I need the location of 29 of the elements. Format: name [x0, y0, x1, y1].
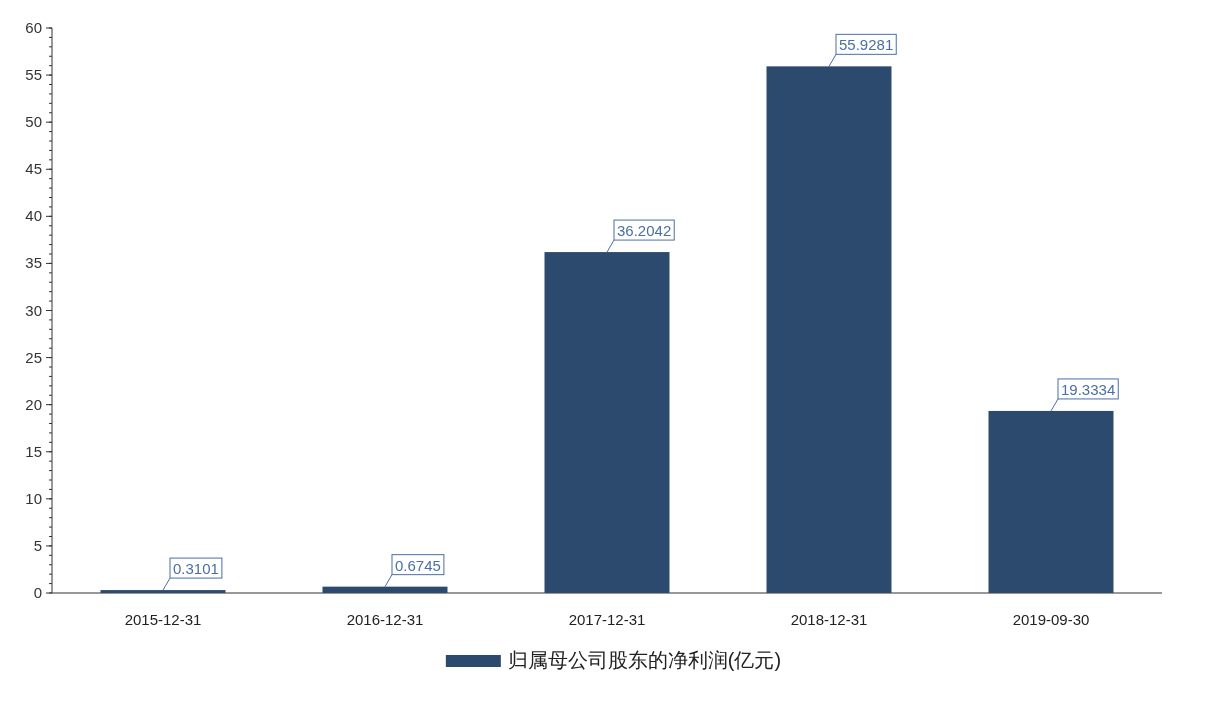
- bar: [100, 590, 226, 593]
- bar: [322, 586, 448, 593]
- x-tick-label: 2018-12-31: [790, 611, 868, 628]
- y-tick-label: 20: [25, 395, 42, 413]
- data-label: 0.6745: [395, 556, 441, 574]
- x-tick-label: 2016-12-31: [346, 611, 424, 628]
- bar: [988, 410, 1114, 593]
- y-tick-label: 40: [25, 207, 42, 225]
- x-tick-label: 2019-09-30: [1012, 611, 1090, 628]
- y-tick-label: 0: [33, 584, 42, 601]
- y-tick-label: 10: [25, 489, 42, 507]
- legend-label: 归属母公司股东的净利润(亿元): [507, 649, 782, 671]
- x-tick-label: 2015-12-31: [124, 611, 202, 628]
- y-tick-label: 15: [25, 442, 42, 460]
- y-tick-label: 35: [25, 254, 42, 272]
- y-tick-label: 50: [25, 113, 42, 131]
- y-tick-label: 60: [25, 19, 42, 36]
- data-label: 0.3101: [173, 560, 219, 578]
- y-tick-label: 30: [25, 301, 42, 319]
- data-label: 36.2042: [617, 222, 672, 240]
- y-tick-label: 45: [25, 160, 42, 178]
- data-label: 19.3334: [1061, 380, 1116, 398]
- data-label: 55.9281: [839, 36, 894, 54]
- y-tick-label: 25: [25, 348, 42, 366]
- y-tick-label: 5: [33, 536, 42, 554]
- y-tick-label: 55: [25, 66, 42, 84]
- x-tick-label: 2017-12-31: [568, 611, 646, 628]
- bar: [544, 252, 670, 593]
- bar: [766, 66, 892, 593]
